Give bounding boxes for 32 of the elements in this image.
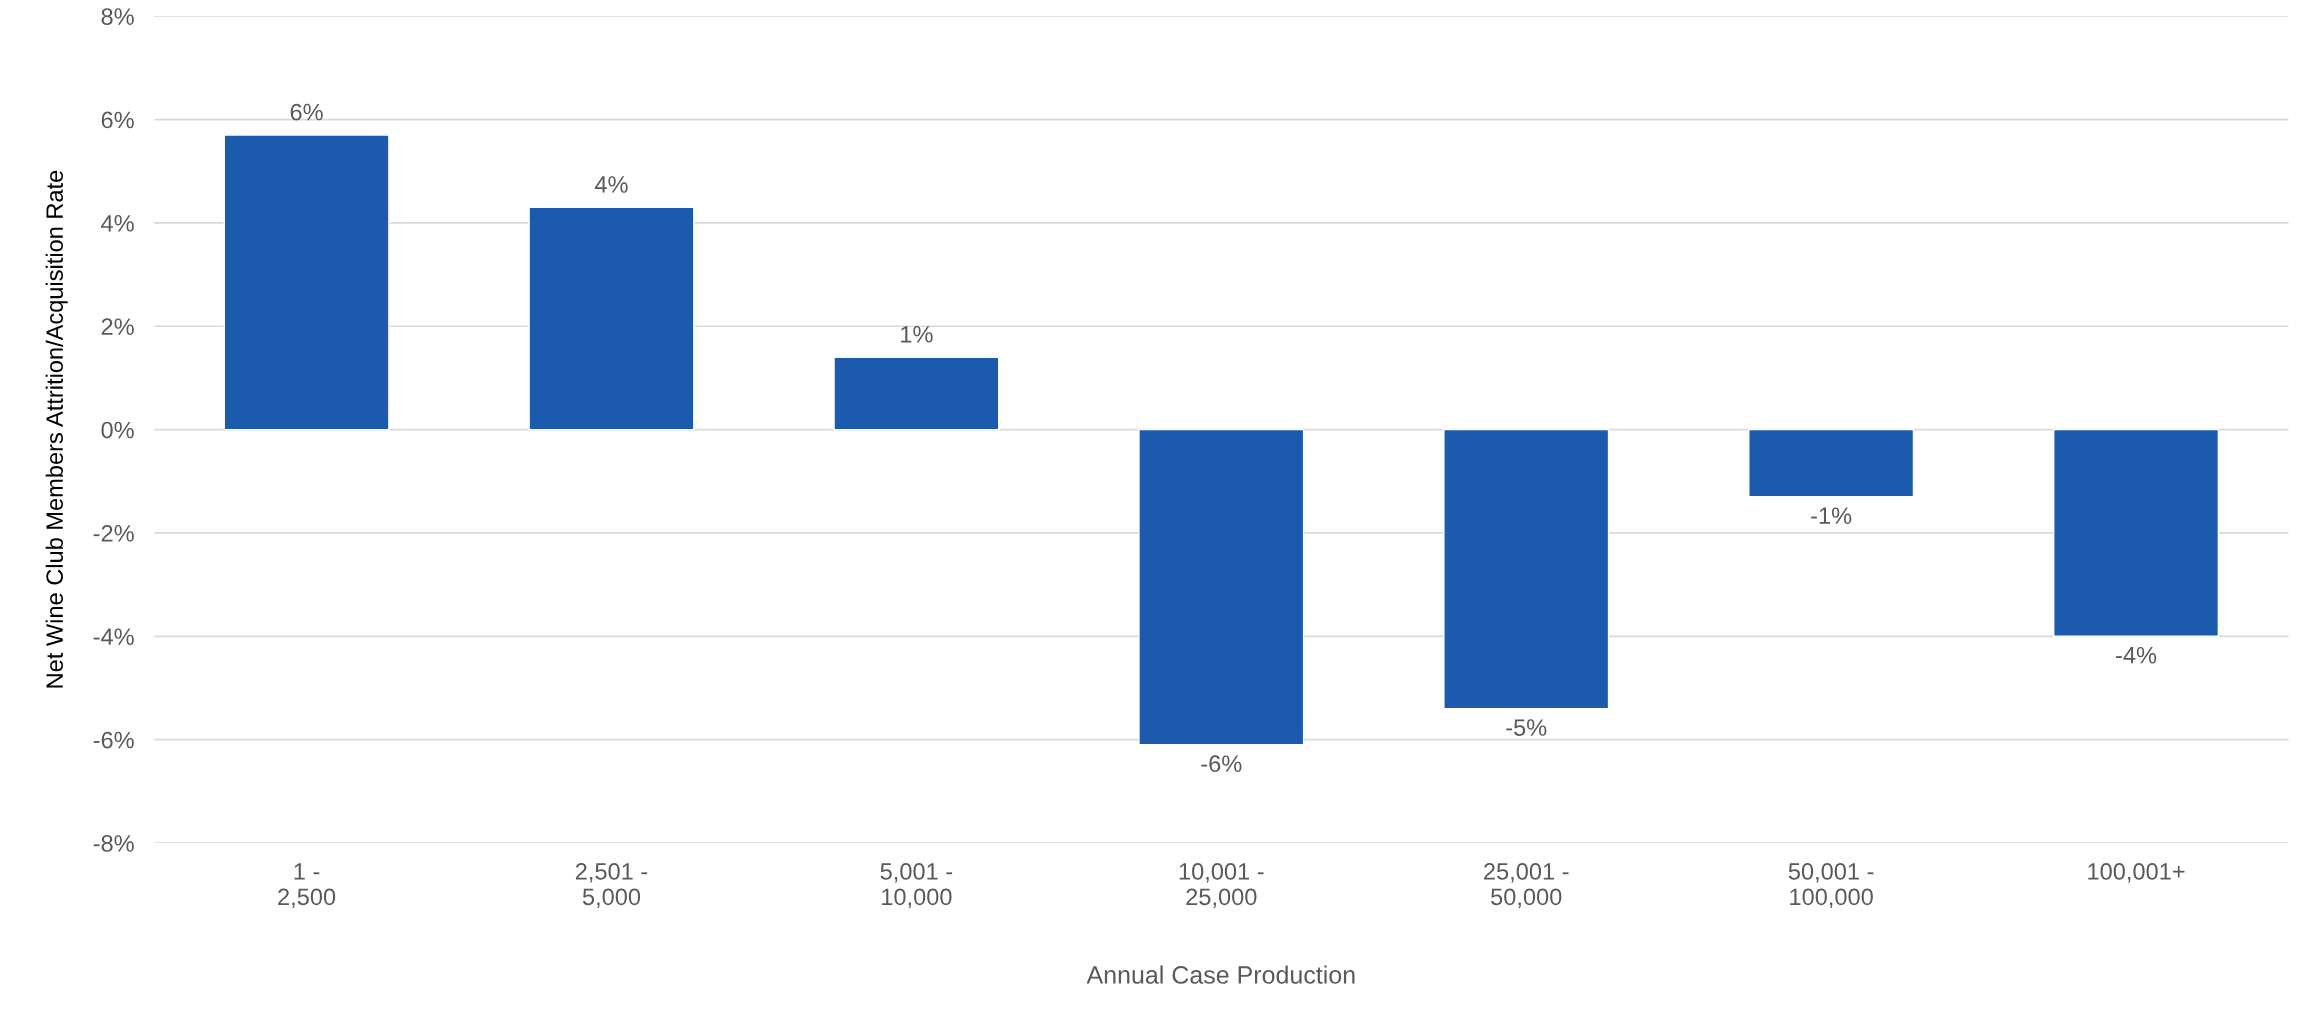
x-tick-label: 100,001+ bbox=[2088, 863, 2185, 883]
y-tick-label: -4% bbox=[93, 628, 134, 645]
x-tick-label: 2,501 - 5,000 bbox=[575, 863, 648, 908]
bar bbox=[2053, 428, 2220, 637]
y-tick-label: 8% bbox=[101, 8, 134, 25]
bar bbox=[223, 134, 390, 431]
y-axis-title: Net Wine Club Members Attrition/Acquisition Rate bbox=[45, 170, 68, 688]
bar bbox=[833, 356, 1000, 431]
bar bbox=[1748, 428, 1915, 498]
x-tick-label: 5,001 - 10,000 bbox=[880, 863, 953, 908]
y-tick-label: -2% bbox=[93, 525, 134, 542]
y-tick-label: -8% bbox=[93, 835, 134, 852]
bar bbox=[1443, 428, 1610, 710]
y-tick-label: 6% bbox=[101, 111, 134, 129]
data-label: -6% bbox=[1201, 755, 1242, 773]
x-tick-label: 1 - 2,500 bbox=[278, 863, 336, 908]
data-label: -4% bbox=[2116, 646, 2157, 664]
y-tick-label: 4% bbox=[101, 215, 134, 232]
y-tick-label: -6% bbox=[93, 731, 134, 749]
bar bbox=[1138, 428, 1305, 746]
data-label: -5% bbox=[1506, 719, 1547, 736]
x-axis-title: Annual Case Production bbox=[1086, 965, 1355, 984]
data-label: 1% bbox=[901, 326, 933, 343]
x-tick-label: 50,001 - 100,000 bbox=[1788, 863, 1874, 908]
data-label: 4% bbox=[594, 176, 628, 193]
x-tick-label: 10,001 - 25,000 bbox=[1179, 863, 1264, 908]
data-label: -1% bbox=[1811, 507, 1852, 524]
x-tick-label: 25,001 - 50,000 bbox=[1484, 863, 1569, 908]
bar bbox=[528, 206, 695, 431]
y-tick-label: 2% bbox=[101, 318, 134, 335]
y-tick-label: 0% bbox=[101, 421, 134, 439]
data-label: 6% bbox=[290, 103, 323, 121]
